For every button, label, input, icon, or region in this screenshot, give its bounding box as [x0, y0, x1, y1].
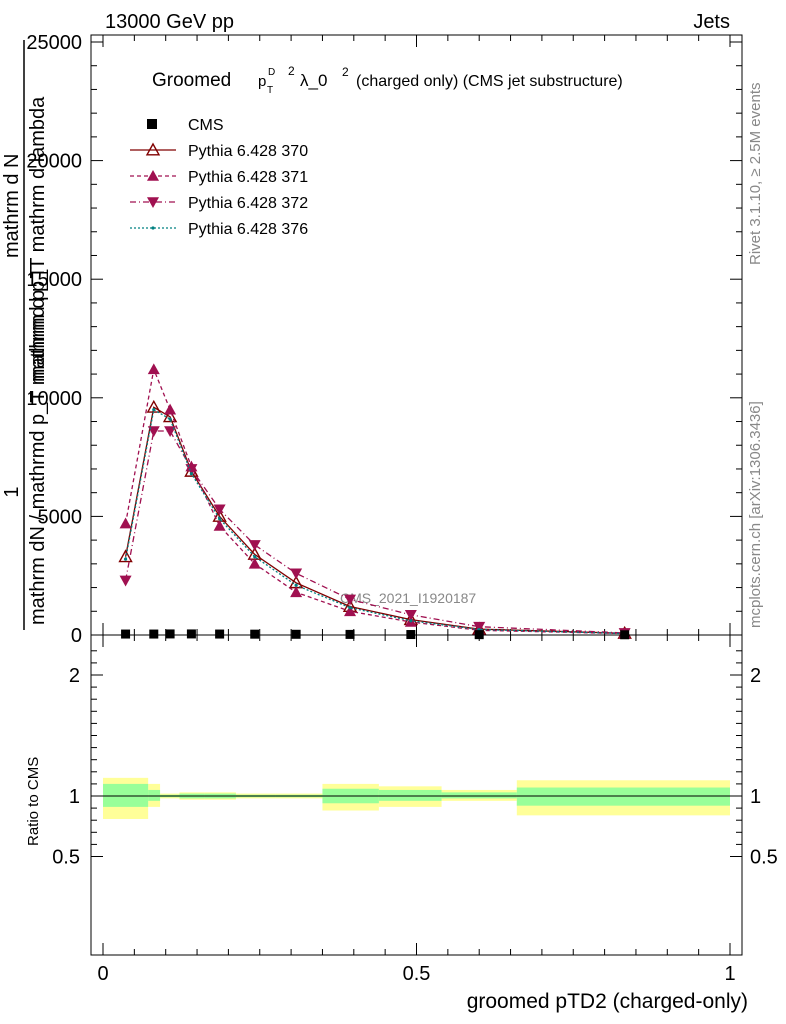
ratio-y-tick-label-right: 1 — [750, 786, 761, 808]
ratio-band-inner — [516, 787, 730, 806]
data-point — [121, 629, 131, 639]
ratio-band-inner — [441, 792, 517, 799]
series-3 — [119, 426, 631, 639]
title-tail: (charged only) (CMS jet substructure) — [356, 73, 623, 90]
title-T: T — [267, 85, 273, 96]
ratio-axis-ticks — [91, 635, 742, 955]
data-point — [119, 575, 132, 587]
main-axis-ticks — [91, 35, 742, 636]
ratio-y-tick-labels: 0.5 0.5 1 1 2 2 — [52, 665, 778, 869]
data-point — [147, 170, 159, 181]
data-point — [248, 557, 261, 569]
legend-label: Pythia 6.428 376 — [188, 221, 308, 238]
y-tick-label: 20000 — [26, 151, 82, 173]
series-line — [124, 408, 625, 635]
ratio-y-tick-label: 0.5 — [52, 847, 80, 869]
data-point — [145, 142, 161, 156]
analysis-watermark: CMS_2021_I1920187 — [340, 590, 476, 606]
main-series-layer — [118, 363, 632, 640]
y-label-num: mathrm d N — [1, 154, 23, 258]
y-label-num2: mathrm d p_T mathrm d lambda — [27, 96, 49, 382]
legend-label-cms: CMS — [188, 117, 224, 134]
main-y-tick-labels: 0 5000 10000 15000 20000 25000 — [26, 32, 82, 647]
data-point — [189, 472, 194, 476]
x-tick-label: 0.5 — [403, 963, 431, 985]
x-tick-label: 0 — [97, 963, 108, 985]
title-exp: 2 — [288, 64, 295, 78]
y-tick-label: 5000 — [38, 506, 83, 528]
data-point — [404, 610, 417, 621]
legend-marker-cms — [147, 119, 157, 129]
legend-label: Pythia 6.428 370 — [188, 143, 308, 160]
title-suffix: λ_0 — [300, 71, 327, 90]
data-point — [119, 517, 132, 529]
ratio-y-label: Ratio to CMS — [25, 757, 42, 846]
data-point — [250, 629, 260, 639]
ratio-band-inner — [148, 789, 161, 801]
data-point — [213, 504, 226, 516]
x-axis-label: groomed pTD2 (charged-only) — [467, 990, 748, 1013]
header-right: Jets — [693, 11, 730, 33]
y-tick-label: 15000 — [26, 269, 82, 291]
data-point — [291, 629, 301, 639]
y-tick-label: 10000 — [26, 388, 82, 410]
title-prefix: Groomed — [152, 70, 231, 91]
y-label-one: 1 — [1, 486, 23, 497]
data-point — [147, 197, 159, 208]
ratio-band-inner — [103, 783, 149, 807]
data-point — [473, 621, 486, 633]
data-point — [290, 568, 303, 580]
legend-label: Pythia 6.428 372 — [188, 195, 308, 212]
data-point — [213, 519, 226, 531]
ratio-y-tick-label-right: 0.5 — [750, 847, 778, 869]
data-point — [168, 417, 172, 421]
data-point — [149, 629, 159, 639]
data-point — [118, 549, 133, 563]
title-p: p — [258, 73, 266, 90]
header-left: 13000 GeV pp — [105, 11, 234, 33]
legend-label: Pythia 6.428 371 — [188, 169, 308, 186]
y-label-den: mathrm dN / mathrmd p_T mathrmd p_T — [27, 266, 49, 625]
data-point — [218, 517, 222, 521]
y-tick-label: 25000 — [26, 32, 82, 54]
data-point — [147, 363, 160, 375]
data-point — [186, 629, 196, 639]
legend: CMS Pythia 6.428 370 Pythia 6.428 371 Pyth… — [130, 117, 308, 238]
series-line — [124, 430, 625, 634]
x-tick-labels: 0 0.5 1 — [97, 963, 735, 985]
data-point — [345, 629, 355, 639]
side-label-rivet: Rivet 3.1.10, ≥ 2.5M events — [747, 83, 764, 266]
data-point — [348, 606, 352, 610]
data-point — [248, 540, 261, 551]
data-point — [215, 629, 225, 639]
data-point — [162, 409, 178, 423]
data-point — [253, 555, 257, 559]
data-point — [123, 557, 128, 561]
ratio-y-tick-label: 1 — [69, 786, 80, 808]
data-point — [164, 426, 177, 438]
ratio-bands — [103, 777, 730, 819]
title-exp2: 2 — [342, 65, 349, 79]
ratio-band-inner — [378, 789, 442, 801]
data-point — [151, 226, 155, 230]
x-tick-label: 1 — [724, 963, 735, 985]
data-point — [165, 629, 175, 639]
data-point — [185, 464, 198, 475]
y-tick-label: 0 — [71, 625, 82, 647]
data-point — [409, 619, 413, 623]
data-point — [294, 583, 298, 587]
ratio-y-tick-label-right: 2 — [750, 665, 761, 687]
plot-title: Groomed p D T 2 λ_0 2 (charged only) (CM… — [152, 64, 623, 96]
data-point — [164, 403, 177, 415]
data-point — [290, 586, 303, 598]
data-point — [344, 605, 357, 617]
ratio-y-tick-label: 2 — [69, 665, 80, 687]
data-point — [344, 594, 357, 606]
title-D: D — [268, 67, 275, 78]
y-axis-label: 1 mathrm dN / mathrmd p_T mathrmd p_T ma… — [1, 40, 49, 630]
side-label-mcplots: mcplots.cern.ch [arXiv:1306.3436] — [747, 401, 764, 628]
data-point — [152, 408, 156, 412]
